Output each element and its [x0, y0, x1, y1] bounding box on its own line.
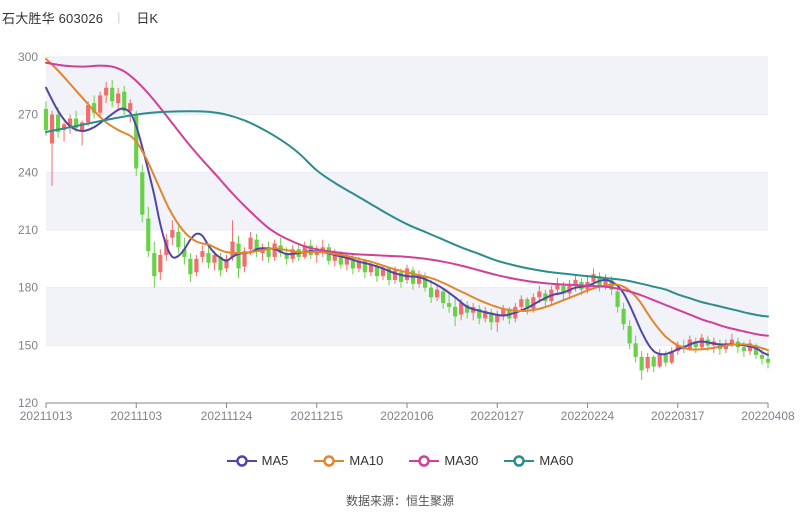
- svg-text:120: 120: [18, 396, 38, 410]
- svg-text:20220317: 20220317: [651, 409, 705, 423]
- x-axis: 20211013 20211103 20211124 20211215 20220106…: [20, 402, 795, 423]
- svg-text:270: 270: [18, 108, 38, 122]
- svg-text:20220127: 20220127: [471, 409, 525, 423]
- svg-text:20211124: 20211124: [201, 409, 253, 423]
- header-divider: |: [117, 10, 121, 24]
- ma10-line: [45, 57, 769, 352]
- data-source-note: 数据来源：恒生聚源: [345, 494, 454, 508]
- legend-marker-ma10: [314, 454, 345, 467]
- svg-text:20211103: 20211103: [110, 409, 162, 423]
- ma30-line: [45, 61, 769, 337]
- chart-legend: MA5 MA10 MA30 MA60: [0, 453, 800, 468]
- legend-label-ma5: MA5: [261, 453, 289, 468]
- period-tab-daily-k[interactable]: 日K: [136, 10, 158, 26]
- chart-header: 石大胜华 603026 | 日K: [2, 8, 158, 26]
- legend-label-ma10: MA10: [349, 453, 384, 468]
- legend-item-ma30[interactable]: MA30: [409, 453, 478, 468]
- svg-text:20220106: 20220106: [380, 409, 434, 423]
- legend-marker-ma30: [409, 454, 440, 467]
- svg-text:180: 180: [18, 281, 38, 295]
- svg-text:20211215: 20211215: [291, 409, 344, 423]
- ma5-line: [45, 86, 769, 356]
- y-axis: 300 270 240 210 180 150 120: [18, 50, 768, 410]
- legend-label-ma30: MA30: [444, 453, 479, 468]
- svg-text:150: 150: [18, 338, 38, 352]
- svg-text:20211013: 20211013: [20, 409, 73, 423]
- legend-label-ma60: MA60: [539, 453, 574, 468]
- stock-title: 石大胜华 603026: [2, 10, 104, 26]
- kline-chart[interactable]: 300 270 240 210 180 150 120 20211013 20211103 202…: [0, 30, 800, 425]
- legend-item-ma60[interactable]: MA60: [504, 453, 573, 468]
- svg-text:20220408: 20220408: [741, 409, 795, 423]
- svg-text:240: 240: [18, 165, 38, 179]
- legend-item-ma10[interactable]: MA10: [314, 453, 383, 468]
- svg-text:300: 300: [18, 50, 38, 64]
- grid-bands: [46, 57, 768, 346]
- svg-text:210: 210: [18, 223, 38, 237]
- ma60-line: [45, 110, 769, 318]
- legend-marker-ma60: [504, 454, 535, 467]
- legend-marker-ma5: [226, 454, 257, 467]
- legend-item-ma5[interactable]: MA5: [226, 453, 289, 468]
- svg-text:20220224: 20220224: [561, 409, 615, 423]
